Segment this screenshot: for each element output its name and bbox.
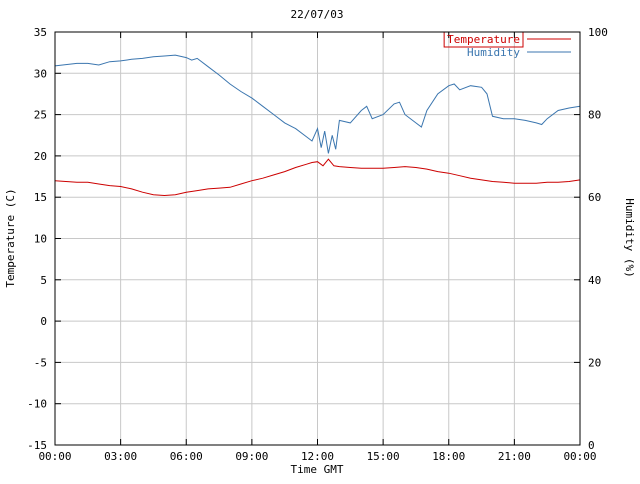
ticks-layer: 00:00 03:00 06:00 09:00 12:00 15:00 18:00 21:00… [27, 26, 608, 463]
x-tick-label: 03:00 [104, 450, 137, 463]
x-tick-label: 06:00 [170, 450, 203, 463]
series-layer [54, 54, 581, 197]
y-tick-label-right: 100 [588, 26, 608, 39]
y-axis-label-right: Humidity (%) [623, 198, 636, 277]
y-tick-label-right: 20 [588, 356, 601, 369]
x-tick-label: 15:00 [367, 450, 400, 463]
grid-layer [55, 32, 580, 445]
y-tick-label-right: 60 [588, 191, 601, 204]
x-tick-label: 00:00 [563, 450, 596, 463]
y-tick-label-left: 30 [34, 67, 47, 80]
y-tick-label-right: 40 [588, 274, 601, 287]
y-tick-label-left: -15 [27, 439, 47, 452]
y-tick-label-left: 20 [34, 150, 47, 163]
x-tick-label: 18:00 [432, 450, 465, 463]
y-tick-label-left: 15 [34, 191, 47, 204]
x-tick-label: 12:00 [301, 450, 334, 463]
x-axis-label: Time GMT [291, 463, 344, 476]
y-tick-label-left: 10 [34, 233, 47, 246]
series-line-humidity [54, 54, 581, 154]
series-line-temperature [54, 158, 581, 197]
x-tick-label: 00:00 [38, 450, 71, 463]
y-tick-label-right: 0 [588, 439, 595, 452]
y-tick-label-left: 5 [40, 274, 47, 287]
y-tick-label-left: -10 [27, 398, 47, 411]
y-tick-label-left: -5 [34, 356, 47, 369]
legend-label-humidity: Humidity [467, 46, 520, 59]
y-tick-label-right: 80 [588, 109, 601, 122]
x-tick-label: 09:00 [235, 450, 268, 463]
legend-label-temperature: Temperature [447, 33, 520, 46]
y-tick-label-left: 25 [34, 109, 47, 122]
x-tick-label: 21:00 [498, 450, 531, 463]
y-tick-label-left: 0 [40, 315, 47, 328]
chart-title: 22/07/03 [291, 8, 344, 21]
plot-border [54, 31, 581, 446]
y-tick-label-left: 35 [34, 26, 47, 39]
y-axis-label-left: Temperature (C) [4, 188, 17, 287]
